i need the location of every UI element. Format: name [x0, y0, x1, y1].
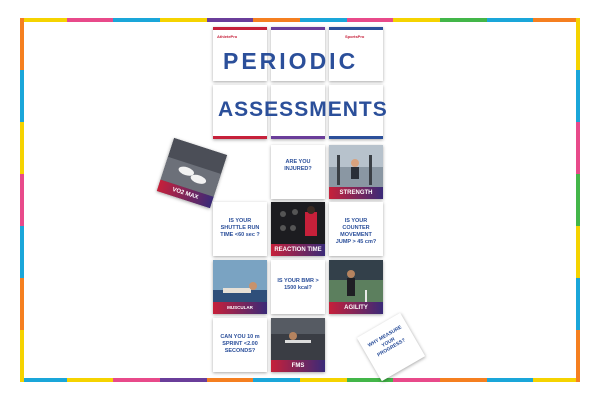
frame-top-edge — [20, 18, 581, 22]
shuttle-question: IS YOUR SHUTTLE RUN TIME <60 sec ? — [220, 218, 260, 238]
strength-photo — [329, 145, 383, 199]
frame-right-edge — [576, 18, 580, 382]
reaction-card: REACTION TIME — [271, 202, 325, 256]
counter-question: IS YOUR COUNTER MOVEMENT JUMP > 45 cm? — [335, 218, 377, 245]
title-assessments: ASSESSMENTS — [218, 98, 388, 121]
title-card-3: SportsPro — [329, 27, 383, 81]
title-card-4 — [213, 85, 267, 139]
agility-label: AGILITY — [329, 302, 383, 314]
strength-label: STRENGTH — [329, 187, 383, 199]
fms-card: FMS — [271, 318, 325, 372]
athletepro-logo: AthletePro — [217, 34, 238, 39]
shuttle-card: IS YOUR SHUTTLE RUN TIME <60 sec ? — [213, 202, 267, 256]
sportspro-logo: SportsPro — [345, 34, 365, 39]
muscular-label: MUSCULAR ENDURANCE — [213, 302, 267, 314]
sprint-question: CAN YOU 10 m SPRINT <2.00 SECONDS? — [220, 334, 260, 354]
bmr-card: IS YOUR BMR > 1500 kcal? — [271, 260, 325, 314]
fms-label: FMS — [271, 360, 325, 372]
title-card-1: AthletePro — [213, 27, 267, 81]
sprint-card: CAN YOU 10 m SPRINT <2.00 SECONDS? — [213, 318, 267, 372]
title-card-2 — [271, 27, 325, 81]
frame-bottom-edge — [20, 378, 581, 382]
injured-card: ARE YOU INJURED? — [271, 145, 325, 199]
title-card-6 — [329, 85, 383, 139]
reaction-label: REACTION TIME — [271, 244, 325, 256]
vo2-card: VO2 MAX — [156, 137, 228, 209]
color-frame — [20, 18, 581, 382]
strength-card: STRENGTH — [329, 145, 383, 199]
bmr-question: IS YOUR BMR > 1500 kcal? — [277, 278, 319, 291]
agility-card: AGILITY — [329, 260, 383, 314]
injured-question: ARE YOU INJURED? — [284, 159, 312, 172]
counter-card: IS YOUR COUNTER MOVEMENT JUMP > 45 cm? — [329, 202, 383, 256]
title-periodic: PERIODIC — [223, 48, 359, 74]
title-card-5 — [271, 85, 325, 139]
frame-left-edge — [20, 18, 24, 382]
muscular-card: MUSCULAR ENDURANCE — [213, 260, 267, 314]
